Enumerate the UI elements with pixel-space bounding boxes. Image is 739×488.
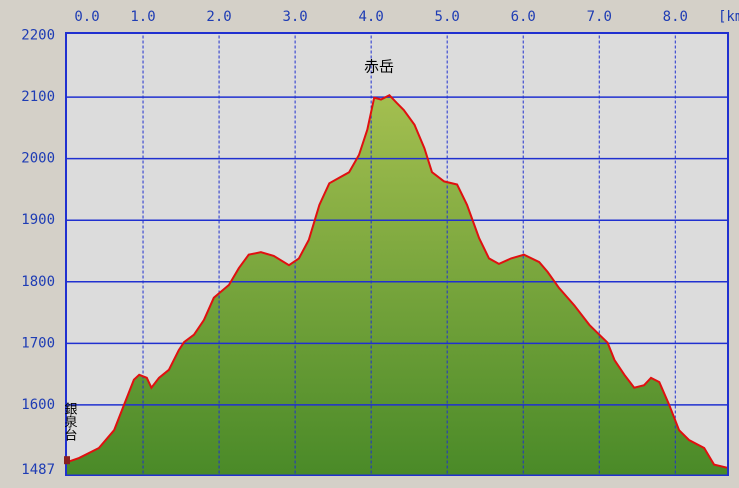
x-tick-label: 7.0 <box>587 9 612 25</box>
x-tick-label: 6.0 <box>511 9 536 25</box>
x-tick-label: 0.0 <box>74 9 99 25</box>
start-marker <box>64 456 70 465</box>
y-tick-label: 1487 <box>21 462 55 478</box>
x-tick-label: 1.0 <box>130 9 155 25</box>
x-tick-label: 4.0 <box>358 9 383 25</box>
y-tick-label: 2000 <box>21 151 55 167</box>
x-tick-label: 3.0 <box>282 9 307 25</box>
start-label: 銀泉台 <box>62 402 78 441</box>
elevation-area <box>67 95 727 475</box>
elevation-line <box>66 93 728 469</box>
y-tick-label: 1800 <box>21 274 55 290</box>
x-tick-label: 8.0 <box>663 9 688 25</box>
y-tick-label: 2100 <box>21 89 55 105</box>
y-tick-label: 1900 <box>21 212 55 228</box>
peak-label: 赤岳 <box>364 58 394 76</box>
y-tick-label: 2200 <box>21 28 55 44</box>
y-tick-label: 1700 <box>21 335 55 351</box>
x-tick-label: 5.0 <box>435 9 460 25</box>
y-tick-label: 1600 <box>21 397 55 413</box>
x-axis-label: [km] <box>718 9 739 25</box>
x-tick-label: 2.0 <box>206 9 231 25</box>
